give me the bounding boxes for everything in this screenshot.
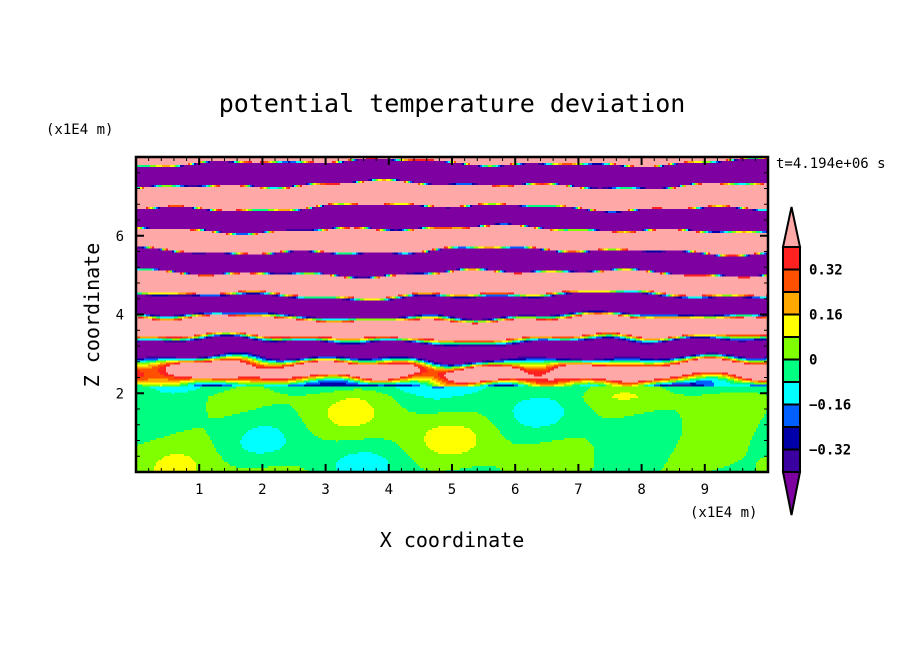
colorbar-tick-label: 0.32 [809,263,843,279]
colorbar-box [782,381,801,406]
x-tick-label: 7 [574,482,582,498]
x-tick-label: 1 [195,482,203,498]
colorbar-box [782,448,801,473]
y-tick-label: 2 [116,386,124,402]
colorbar-box [782,291,801,316]
y-unit-label: (x1E4 m) [46,122,113,138]
x-tick-label: 2 [258,482,266,498]
chart-title: potential temperature deviation [219,89,686,118]
x-tick-label: 8 [637,482,645,498]
colorbar-box [782,426,801,451]
y-axis-ticks: 2 4 6 [116,172,768,457]
colorbar: 0.32 0.16 0 −0.16 −0.32 [781,206,851,516]
x-axis-label: X coordinate [380,528,525,552]
colorbar-tick-label: 0 [809,353,817,369]
x-tick-label: 4 [385,482,393,498]
colorbar-box [782,358,801,383]
y-tick-label: 4 [116,308,124,324]
contour-field [136,157,768,472]
colorbar-over-triangle [781,206,802,248]
x-tick-label: 6 [511,482,519,498]
x-tick-label: 3 [321,482,329,498]
y-tick-label: 6 [116,229,124,245]
colorbar-tick-label: 0.16 [809,308,843,324]
x-unit-label: (x1E4 m) [690,505,757,521]
colorbar-tick-label: −0.16 [809,398,851,414]
colorbar-box [782,268,801,293]
x-tick-label: 9 [701,482,709,498]
colorbar-box [782,246,801,271]
colorbar-box [782,313,801,338]
time-label: t=4.194e+06 s [776,156,886,172]
colorbar-under-triangle [781,471,802,516]
x-axis-ticks: 1 2 3 4 5 6 7 8 9 [148,157,769,498]
x-tick-label: 5 [448,482,456,498]
colorbar-box [782,336,801,361]
colorbar-box [782,403,801,428]
y-axis-label: Z coordinate [80,243,104,388]
plot-frame [134,155,770,474]
colorbar-tick-label: −0.32 [809,443,851,459]
